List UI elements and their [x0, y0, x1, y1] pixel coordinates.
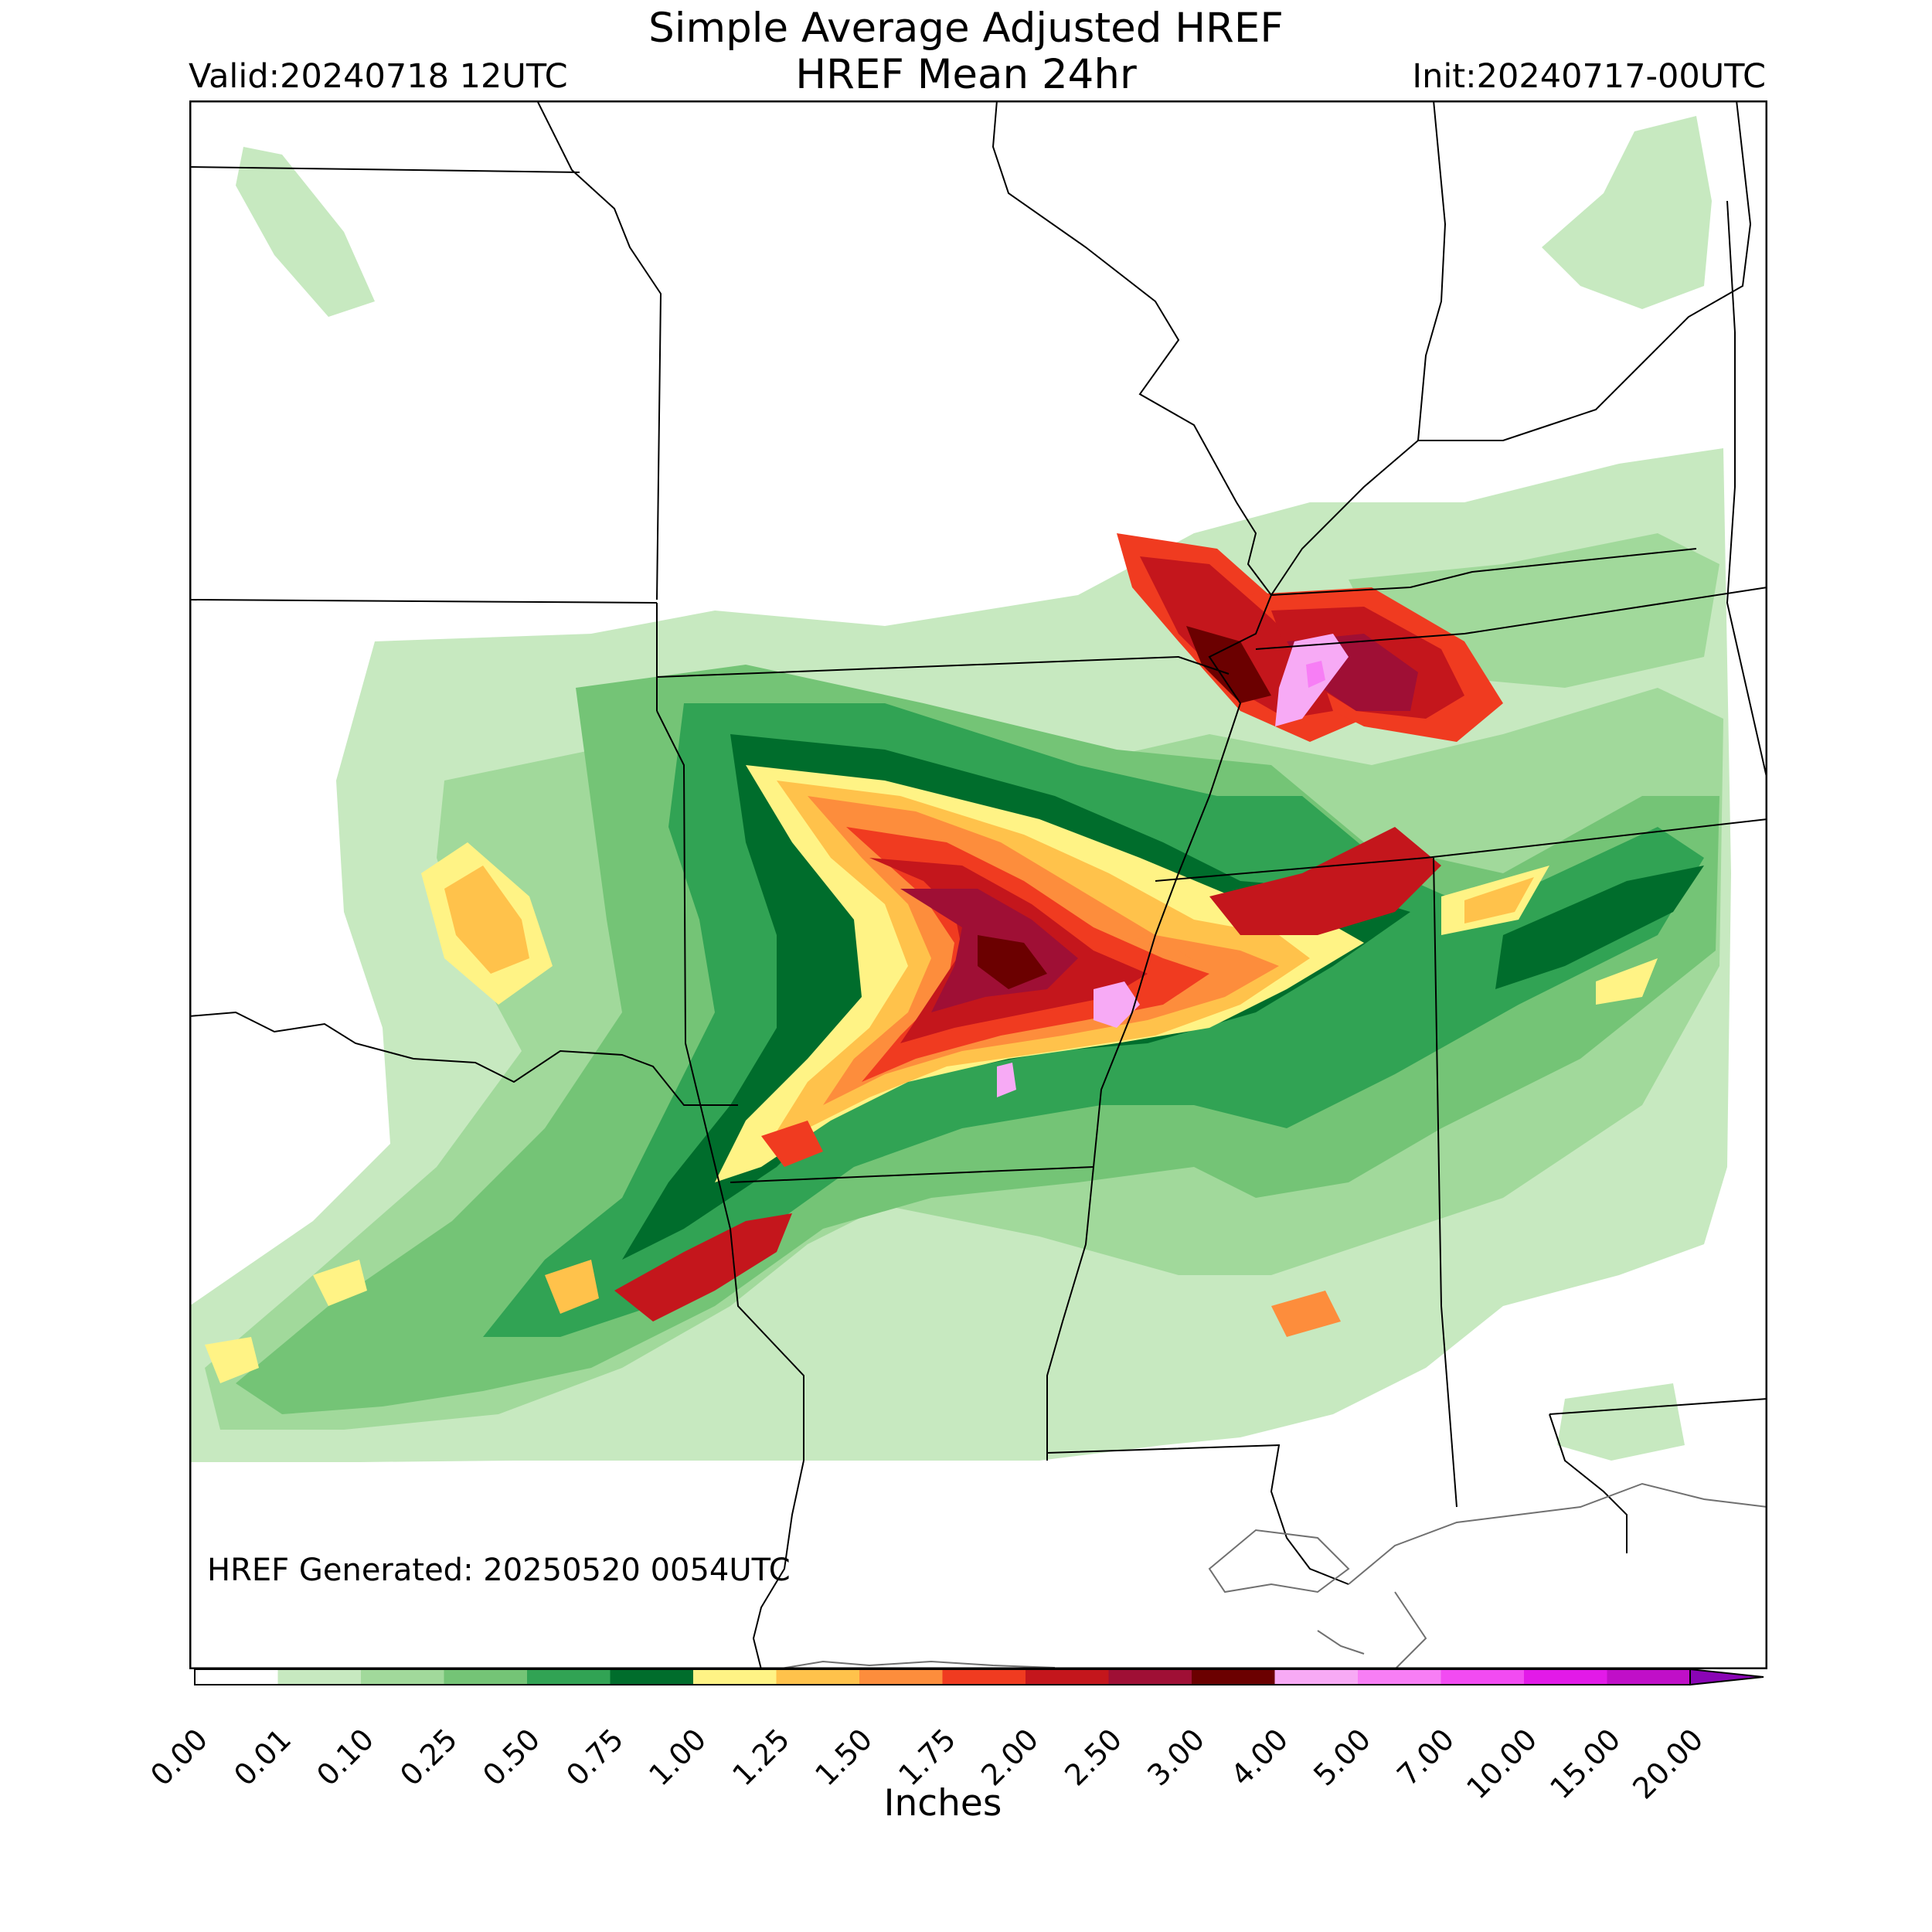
- figure-title-line1: Simple Average Adjusted HREF: [648, 5, 1284, 52]
- border-texas-louisiana: [752, 1460, 804, 1669]
- border-nebraska-kansas: [189, 166, 580, 173]
- precip-max-central: [1094, 981, 1140, 1028]
- border-red-river: [189, 1011, 738, 1106]
- colorbar-segment: [444, 1669, 528, 1685]
- state-borders: [189, 100, 1767, 1669]
- coastline: [776, 1482, 1767, 1669]
- border-tennessee-mississippi: [1155, 818, 1767, 882]
- colorbar-extend-arrow: [1689, 1668, 1764, 1686]
- border-mississippi-river: [992, 100, 1273, 1461]
- colorbar-units-label: Inches: [883, 1782, 1002, 1825]
- generated-timestamp: HREF Generated: 20250520 0054UTC: [207, 1553, 791, 1588]
- border-kansas-oklahoma: [189, 599, 658, 604]
- precipitation-map: [189, 100, 1767, 1669]
- border-kentucky-tennessee-west: [1270, 548, 1697, 596]
- colorbar-segment: [1192, 1669, 1275, 1685]
- border-arkansas-louisiana: [730, 1166, 1094, 1183]
- colorbar-segment: [1607, 1669, 1691, 1685]
- colorbar-segment: [942, 1669, 1026, 1685]
- colorbar-segment: [1108, 1669, 1192, 1685]
- border-florida-panhandle: [1549, 1413, 1628, 1553]
- figure-title-line2: HREF Mean 24hr: [795, 51, 1137, 98]
- colorbar-segment: [1274, 1669, 1359, 1685]
- colorbar-segment: [1358, 1669, 1441, 1685]
- colorbar-segment: [277, 1669, 362, 1685]
- colorbar-segment: [361, 1669, 444, 1685]
- precip-max-west: [997, 1063, 1016, 1097]
- border-oklahoma-arkansas-west: [656, 710, 804, 1461]
- colorbar-segment: [859, 1669, 943, 1685]
- precip-light-southeast: [1557, 1383, 1685, 1461]
- border-missouri-arkansas: [656, 655, 1230, 678]
- precip-light-north: [236, 147, 375, 317]
- border-illinois-indiana: [1417, 100, 1447, 441]
- border-louisiana-mississippi: [1046, 1444, 1349, 1585]
- colorbar: [194, 1668, 1764, 1686]
- colorbar-segment: [610, 1669, 694, 1685]
- colorbar-segment: [1440, 1669, 1525, 1685]
- colorbar-segment: [527, 1669, 611, 1685]
- border-iowa-missouri: [536, 100, 662, 600]
- init-time-label: Init:20240717-00UTC: [1412, 57, 1766, 96]
- precip-field: [189, 116, 1731, 1462]
- colorbar-segment: [1524, 1669, 1607, 1685]
- border-alabama-florida: [1549, 1398, 1767, 1415]
- colorbar-segment: [693, 1669, 777, 1685]
- valid-time-label: Valid:20240718 12UTC: [189, 57, 568, 96]
- border-mississippi-alabama: [1433, 857, 1458, 1508]
- border-indiana-ohio: [1418, 100, 1752, 441]
- colorbar-frame: [194, 1668, 1691, 1685]
- colorbar-segment: [1026, 1669, 1109, 1685]
- colorbar-segment: [776, 1669, 860, 1685]
- border-ohio-river: [1270, 440, 1419, 596]
- border-alabama-georgia: [1726, 200, 1767, 781]
- precip-light-northeast: [1542, 116, 1712, 309]
- colorbar-segment: [195, 1669, 278, 1685]
- border-kentucky-tennessee: [1255, 587, 1767, 650]
